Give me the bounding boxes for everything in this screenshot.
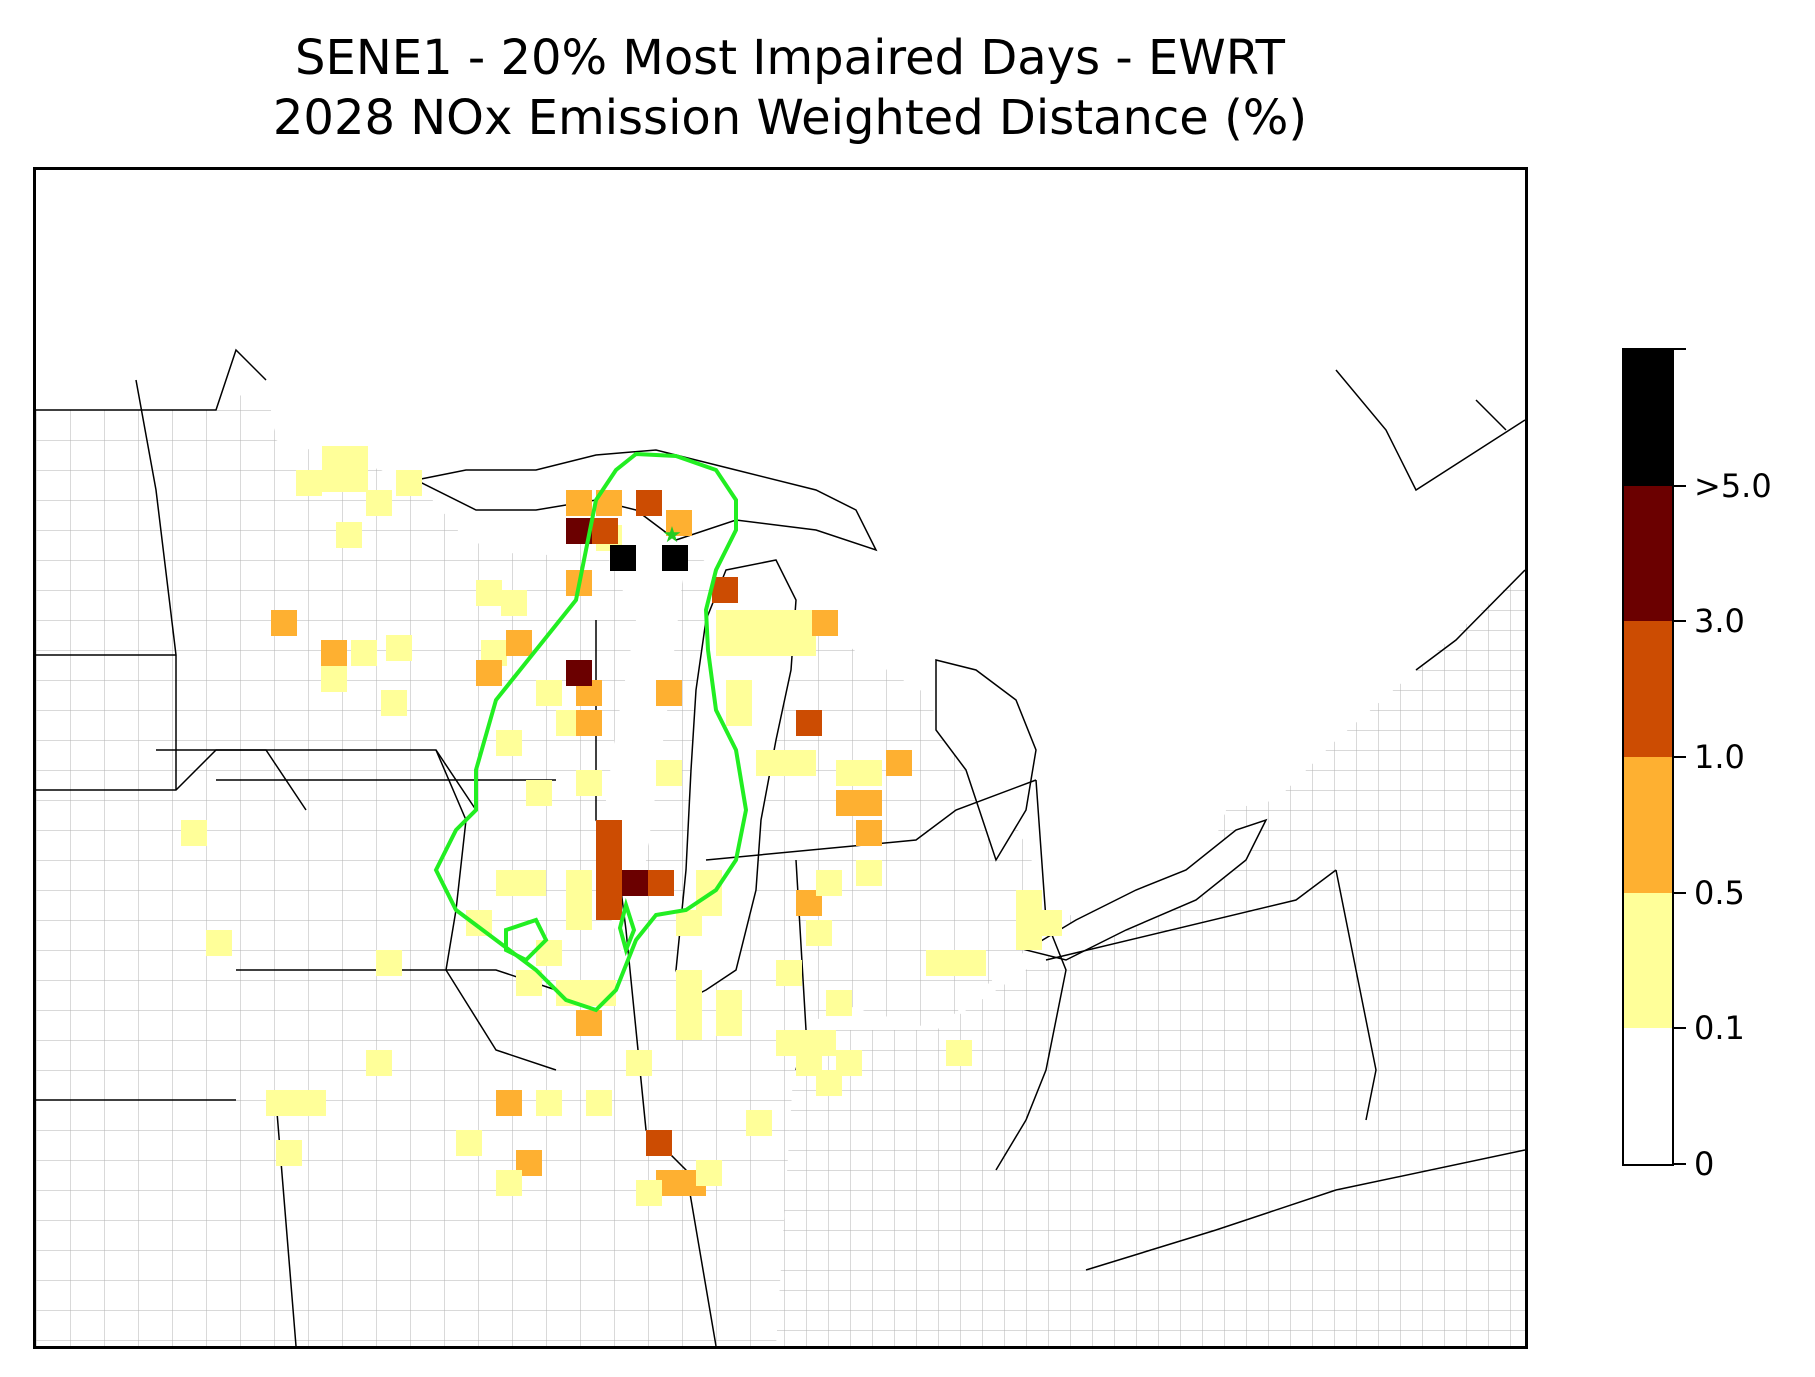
star-icon: ★ xyxy=(662,523,682,548)
colorbar-tick-label: 0.1 xyxy=(1694,1009,1745,1048)
colorbar-tick xyxy=(1674,1027,1686,1030)
map-title-line1: SENE1 - 20% Most Impaired Days - EWRT xyxy=(295,30,1285,86)
map-title-line2: 2028 NOx Emission Weighted Distance (%) xyxy=(272,90,1308,146)
emission-contour-inner2 xyxy=(617,897,637,957)
emission-cells xyxy=(181,446,1062,1206)
colorbar-segment xyxy=(1624,1028,1672,1164)
colorbar-tick xyxy=(1674,348,1686,350)
map-canvas: ★ xyxy=(36,348,1525,1346)
colorbar-tick-label: >5.0 xyxy=(1694,466,1772,505)
lake-erie xyxy=(1024,818,1268,961)
colorbar-segment xyxy=(1624,621,1672,757)
colorbar-segment xyxy=(1624,757,1672,893)
colorbar-tick-label: 3.0 xyxy=(1694,602,1745,641)
colorbar-tick xyxy=(1674,1163,1686,1165)
colorbar-segment xyxy=(1624,892,1672,1029)
colorbar-segment xyxy=(1624,350,1672,486)
emission-contour xyxy=(433,451,749,1013)
colorbar-tick-label: 0 xyxy=(1694,1145,1715,1183)
colorbar-tick xyxy=(1674,620,1686,623)
colorbar-tick xyxy=(1674,756,1686,758)
colorbar-tick xyxy=(1674,484,1686,487)
emission-contour-inner xyxy=(504,917,549,963)
colorbar-tick xyxy=(1674,891,1686,894)
colorbar-segment xyxy=(1624,485,1672,622)
map-panel: ★ xyxy=(33,167,1528,1349)
county-grid-east xyxy=(776,570,1525,1346)
colorbar xyxy=(1622,348,1674,1166)
colorbar-tick-label: 1.0 xyxy=(1694,738,1745,776)
lake-huron xyxy=(935,659,1037,862)
colorbar-tick-label: 0.5 xyxy=(1694,873,1745,912)
